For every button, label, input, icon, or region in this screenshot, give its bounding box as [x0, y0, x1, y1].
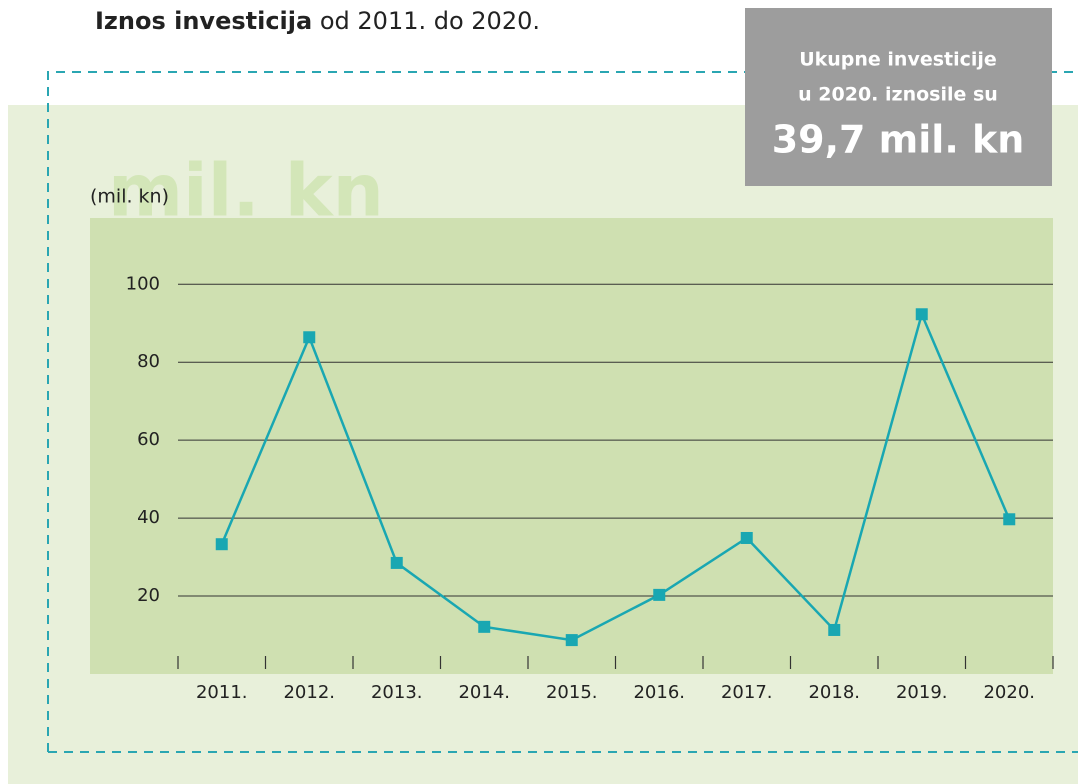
x-tick-label: 2020.: [983, 682, 1035, 703]
title-bold: Iznos investicija: [95, 7, 312, 35]
title-rest: od 2011. do 2020.: [320, 7, 540, 35]
x-tick-label: 2018.: [808, 682, 860, 703]
marker: [390, 556, 403, 569]
x-tick-label: 2011.: [196, 682, 248, 703]
x-tick-label: 2019.: [896, 682, 948, 703]
dashed-border: [47, 71, 1078, 753]
y-tick-label: 40: [137, 507, 160, 528]
x-tick-label: 2012.: [283, 682, 335, 703]
marker: [1003, 513, 1016, 526]
info-line: Ukupne investicije: [799, 49, 997, 71]
x-tick-label: 2015.: [546, 682, 598, 703]
info-box: [745, 8, 1052, 186]
x-tick-label: 2016.: [633, 682, 685, 703]
y-axis-label: (mil. kn): [90, 186, 169, 208]
y-tick-label: 60: [137, 429, 160, 450]
marker: [915, 308, 928, 321]
marker: [303, 331, 316, 344]
marker: [215, 538, 228, 551]
marker: [565, 634, 578, 647]
chart-title: Iznos investicija od 2011. do 2020.: [95, 7, 540, 35]
x-tick-label: 2013.: [371, 682, 423, 703]
y-tick-label: 100: [126, 273, 160, 294]
y-tick-label: 20: [137, 585, 160, 606]
marker: [653, 588, 666, 601]
x-tick-label: 2014.: [458, 682, 510, 703]
marker: [478, 620, 491, 633]
line: [220, 310, 1011, 642]
x-tick-label: 2017.: [721, 682, 773, 703]
plot-area: [90, 218, 1053, 674]
marker: [740, 531, 753, 544]
marker: [828, 623, 841, 636]
info-value: 39,7 mil. kn: [772, 118, 1025, 162]
y-tick-label: 80: [137, 351, 160, 372]
info-line: u 2020. iznosile su: [798, 84, 998, 106]
